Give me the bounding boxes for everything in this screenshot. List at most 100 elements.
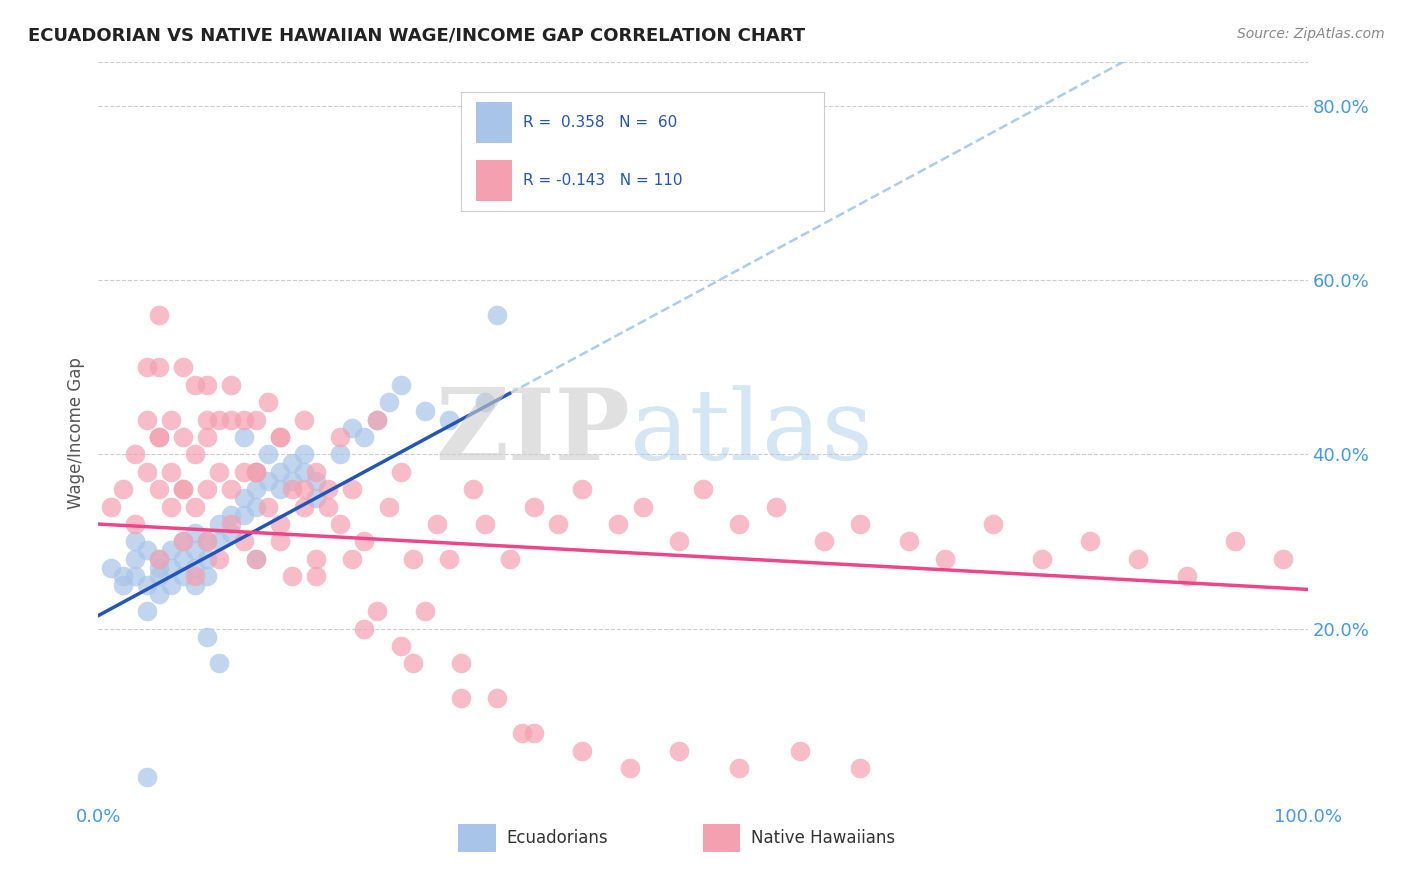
Point (172, 482, 194, 496)
Point (305, 474, 328, 488)
Point (232, 412, 254, 426)
Point (208, 552, 231, 566)
Point (498, 552, 520, 566)
Point (135, 543, 157, 558)
Point (342, 421, 364, 435)
Point (100, 560, 122, 574)
Point (316, 500, 339, 514)
Point (172, 430, 194, 444)
Point (523, 500, 546, 514)
Point (124, 569, 146, 583)
Point (510, 726, 533, 740)
Point (353, 534, 375, 549)
Point (474, 517, 496, 532)
Point (148, 552, 170, 566)
Point (849, 761, 872, 775)
Point (221, 517, 243, 532)
Point (124, 552, 146, 566)
Point (728, 761, 751, 775)
Point (981, 517, 1004, 532)
Point (849, 517, 872, 532)
Point (221, 482, 243, 496)
Point (571, 743, 593, 757)
Point (292, 465, 315, 479)
Point (426, 517, 449, 532)
Point (208, 657, 231, 671)
Point (269, 482, 291, 496)
Point (256, 474, 278, 488)
Point (342, 482, 364, 496)
Point (269, 465, 291, 479)
Point (571, 482, 593, 496)
Point (269, 534, 291, 549)
Point (353, 430, 375, 444)
Point (366, 604, 388, 618)
Point (195, 430, 218, 444)
Point (208, 517, 231, 532)
Point (281, 482, 304, 496)
Point (232, 534, 254, 549)
Point (450, 691, 472, 706)
Point (329, 430, 352, 444)
Point (1078, 534, 1101, 549)
Point (463, 482, 485, 496)
Point (619, 761, 641, 775)
Point (897, 534, 920, 549)
Point (135, 465, 157, 479)
Point (135, 770, 157, 784)
Point (1223, 534, 1246, 549)
Point (195, 630, 218, 644)
Point (221, 508, 243, 523)
Point (111, 569, 134, 583)
Point (486, 308, 509, 322)
Point (172, 552, 194, 566)
Point (245, 465, 267, 479)
Point (148, 587, 170, 601)
Point (148, 308, 170, 322)
Text: Source: ZipAtlas.com: Source: ZipAtlas.com (1237, 27, 1385, 41)
Point (813, 534, 835, 549)
Point (389, 639, 412, 653)
Point (232, 491, 254, 505)
Text: ECUADORIAN VS NATIVE HAWAIIAN WAGE/INCOME GAP CORRELATION CHART: ECUADORIAN VS NATIVE HAWAIIAN WAGE/INCOM… (28, 27, 806, 45)
Point (402, 657, 425, 671)
Point (281, 456, 304, 470)
Point (208, 465, 231, 479)
Point (245, 465, 267, 479)
Point (208, 534, 231, 549)
Point (292, 447, 315, 461)
Point (413, 404, 436, 418)
Point (245, 482, 267, 496)
Point (195, 534, 218, 549)
Point (148, 482, 170, 496)
Point (111, 578, 134, 592)
Point (607, 517, 630, 532)
Point (269, 430, 291, 444)
Point (221, 377, 243, 392)
Point (148, 569, 170, 583)
Point (100, 500, 122, 514)
Point (668, 743, 690, 757)
Point (232, 508, 254, 523)
Point (245, 500, 267, 514)
Point (245, 412, 267, 426)
Point (269, 517, 291, 532)
Point (366, 412, 388, 426)
Point (437, 552, 460, 566)
Point (281, 474, 304, 488)
Point (195, 377, 218, 392)
Point (184, 543, 207, 558)
Point (184, 447, 207, 461)
Point (160, 578, 183, 592)
Point (256, 500, 278, 514)
Point (523, 726, 546, 740)
Point (160, 465, 183, 479)
Point (195, 552, 218, 566)
Point (789, 743, 811, 757)
Point (232, 430, 254, 444)
Point (172, 569, 194, 583)
Point (184, 569, 207, 583)
Point (184, 525, 207, 540)
Point (135, 578, 157, 592)
Point (305, 465, 328, 479)
